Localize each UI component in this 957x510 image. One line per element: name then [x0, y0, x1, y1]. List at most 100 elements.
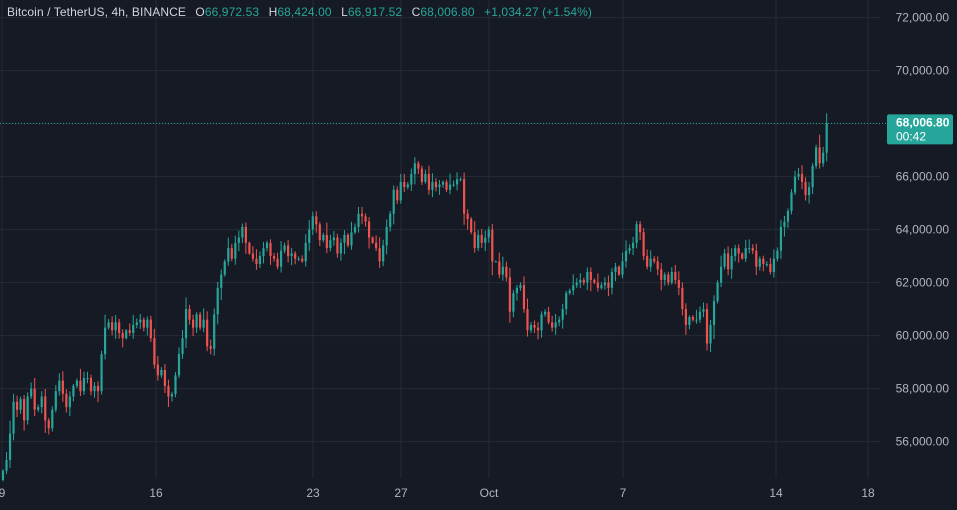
high-value: 68,424.00: [277, 5, 332, 19]
candle-body: [216, 287, 219, 315]
candle-body: [107, 322, 110, 328]
candle-body: [663, 274, 666, 280]
open-label: O: [195, 5, 205, 19]
candle-body: [730, 256, 733, 270]
time-tick-label: 16: [149, 486, 163, 500]
candle-body: [776, 250, 779, 259]
candle-body: [491, 229, 494, 262]
candle-body: [649, 258, 652, 267]
candle-body: [825, 123, 828, 153]
candle-body: [146, 319, 149, 328]
candle-body: [100, 354, 103, 392]
candle-body: [15, 401, 19, 410]
price-tick-label: 62,000.00: [896, 276, 950, 290]
candle-body: [452, 184, 455, 186]
candle-body: [684, 309, 687, 325]
candle-body: [410, 173, 413, 185]
candle-body: [811, 165, 814, 188]
candle-body: [807, 187, 811, 196]
candle-body: [698, 311, 702, 320]
candle-body: [8, 433, 12, 461]
last-price-label: 68,006.80: [896, 115, 950, 129]
candle-body: [417, 163, 420, 169]
grid: 72,000.0070,000.0068,000.0066,000.0064,0…: [0, 0, 949, 500]
candle-body: [241, 226, 244, 238]
candle-body: [181, 338, 184, 355]
change-value: +1,034.27 (+1.54%): [484, 5, 592, 19]
candle-body: [568, 290, 571, 294]
candle-body: [575, 282, 578, 286]
candle-body: [199, 314, 202, 328]
candle-body: [459, 179, 462, 181]
candle-body: [188, 309, 191, 320]
candle-body: [311, 216, 314, 230]
candle-body: [716, 282, 719, 302]
candle-body: [276, 258, 279, 267]
candle-body: [702, 309, 705, 312]
candle-body: [445, 181, 448, 190]
candle-body: [765, 264, 768, 266]
candle-body: [779, 226, 783, 251]
candle-body: [121, 332, 124, 339]
candle-body: [336, 237, 339, 254]
candle-body: [480, 234, 483, 243]
candle-body: [656, 261, 659, 270]
candle-body: [44, 396, 47, 421]
candle-body: [614, 266, 617, 272]
candle-body: [501, 266, 504, 275]
candle-body: [642, 232, 645, 257]
candle-body: [65, 393, 68, 408]
candle-body: [596, 282, 599, 288]
candle-body: [269, 242, 272, 257]
candle-body: [177, 354, 181, 376]
last-price-badge: [887, 114, 953, 145]
low-value: 66,917.52: [347, 5, 403, 19]
candle-body: [804, 181, 807, 196]
candle-body: [431, 181, 434, 190]
candle-body: [741, 253, 744, 259]
candle-body: [213, 314, 216, 349]
candle-body: [346, 234, 350, 246]
candle-body: [586, 271, 589, 283]
close-label: C: [411, 5, 421, 19]
candle-body: [30, 388, 33, 397]
candle-body: [103, 327, 107, 355]
candle-body: [572, 285, 575, 291]
candle-body: [540, 314, 543, 331]
candle-body: [487, 229, 490, 238]
candle-body: [695, 319, 698, 321]
candle-body: [621, 261, 624, 275]
candle-body: [12, 401, 15, 434]
candle-body: [396, 189, 399, 201]
candle-body: [184, 309, 188, 339]
candle-body: [727, 253, 730, 270]
candle-body: [367, 221, 371, 238]
candle-body: [593, 279, 596, 283]
candle-body: [744, 248, 747, 259]
candle-body: [322, 234, 325, 241]
candle-body: [389, 213, 392, 227]
candle-body: [441, 181, 445, 185]
candle-body: [58, 380, 61, 392]
candle-body: [617, 266, 621, 275]
candle-body: [72, 385, 75, 397]
candle-body: [111, 322, 114, 331]
candle-body: [498, 261, 501, 275]
candle-body: [5, 460, 8, 471]
candle-body: [551, 322, 554, 328]
candle-body: [163, 370, 167, 386]
candle-body: [61, 380, 64, 394]
candle-body: [536, 327, 540, 331]
symbol-title[interactable]: Bitcoin / TetherUS, 4h, BINANCE: [7, 5, 186, 19]
candles: [1, 113, 828, 482]
candle-body: [448, 184, 452, 190]
candle-body: [209, 346, 212, 349]
candle-body: [719, 266, 723, 283]
candle-body: [522, 285, 526, 310]
candle-body: [769, 264, 772, 272]
candle-body: [47, 420, 50, 429]
candle-body: [23, 399, 26, 421]
candle-body: [251, 253, 255, 259]
candle-body: [628, 248, 631, 251]
